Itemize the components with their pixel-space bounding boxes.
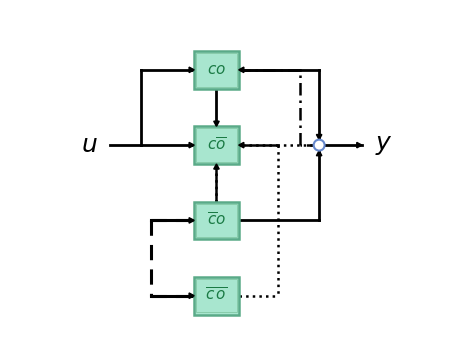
- Text: $\overline{c}\,\overline{o}$: $\overline{c}\,\overline{o}$: [205, 287, 228, 304]
- Text: $u$: $u$: [82, 134, 98, 157]
- Polygon shape: [189, 67, 194, 72]
- Text: $c\overline{o}$: $c\overline{o}$: [207, 137, 226, 154]
- Polygon shape: [189, 293, 194, 298]
- Text: $co$: $co$: [207, 63, 226, 77]
- FancyBboxPatch shape: [194, 201, 239, 239]
- Circle shape: [314, 140, 325, 151]
- Polygon shape: [239, 142, 244, 148]
- Polygon shape: [214, 121, 219, 126]
- Polygon shape: [317, 135, 322, 140]
- Polygon shape: [214, 164, 219, 169]
- Polygon shape: [189, 218, 194, 223]
- Polygon shape: [189, 142, 194, 148]
- Polygon shape: [239, 67, 244, 72]
- Text: $y$: $y$: [375, 134, 393, 157]
- FancyBboxPatch shape: [194, 51, 239, 89]
- Polygon shape: [317, 151, 322, 156]
- FancyBboxPatch shape: [194, 126, 239, 164]
- Polygon shape: [357, 142, 362, 148]
- FancyBboxPatch shape: [194, 277, 239, 315]
- Text: $\overline{c}o$: $\overline{c}o$: [207, 212, 226, 229]
